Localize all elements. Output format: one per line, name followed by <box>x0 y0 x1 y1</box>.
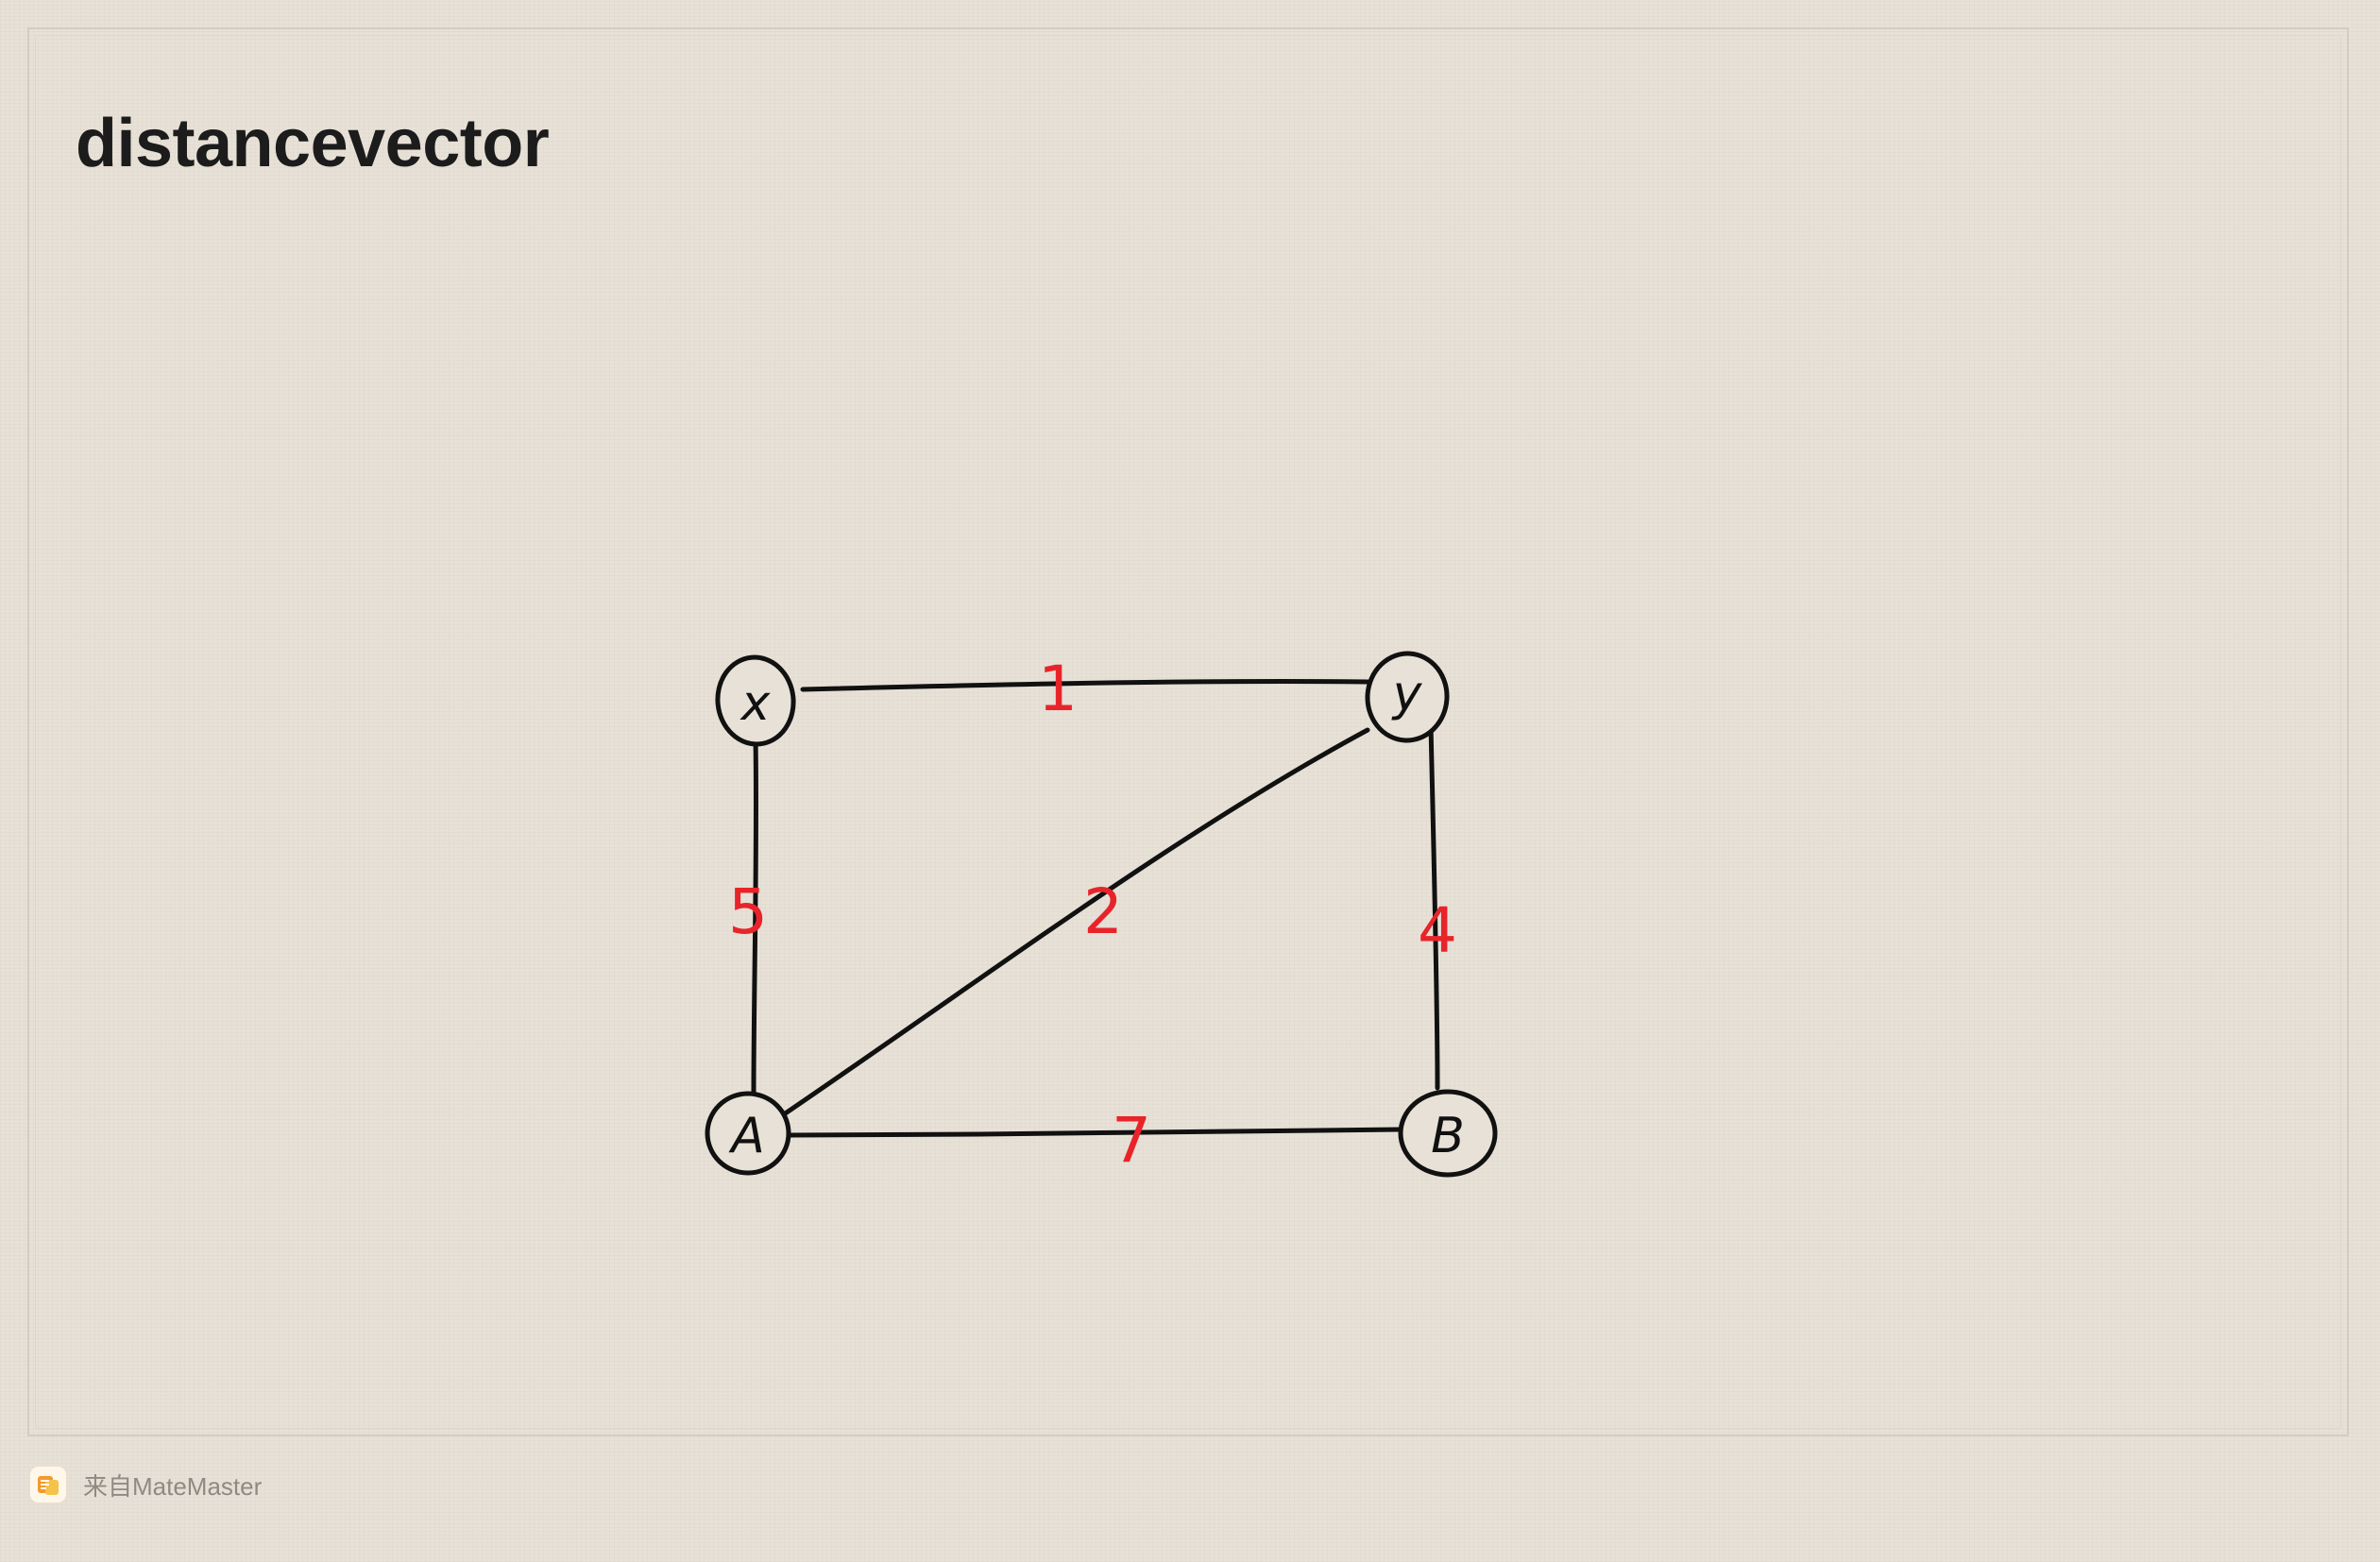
page-border-outer <box>27 27 2349 1436</box>
edge-y-B <box>1428 722 1440 1091</box>
edge-weight-x-y: 1 <box>1038 653 1078 725</box>
node-y-circle <box>1365 651 1450 743</box>
edge-x-y <box>800 679 1370 692</box>
node-B-circle <box>1398 1089 1498 1178</box>
edge-y-A <box>781 727 1370 1117</box>
matemaster-app-icon <box>30 1467 66 1503</box>
edge-weight-y-A: 2 <box>1083 875 1123 948</box>
node-A-circle <box>705 1091 791 1176</box>
edge-weight-x-A: 5 <box>728 875 768 948</box>
page-border-inner <box>35 35 2341 1429</box>
footer-source-text: 来自MateMaster <box>83 1471 263 1501</box>
footer-source: 来自MateMaster <box>30 1465 262 1504</box>
node-label-A: A <box>728 1108 765 1164</box>
edge-weight-y-B: 4 <box>1418 894 1457 967</box>
node-label-y: y <box>1391 666 1423 722</box>
edge-weight-A-B: 7 <box>1112 1104 1151 1177</box>
edge-A-B <box>786 1127 1402 1138</box>
node-x-circle <box>715 654 796 747</box>
node-label-B: B <box>1431 1108 1465 1164</box>
edge-x-A <box>751 737 759 1096</box>
node-label-x: x <box>740 675 772 732</box>
page-title: distancevector <box>76 106 550 181</box>
